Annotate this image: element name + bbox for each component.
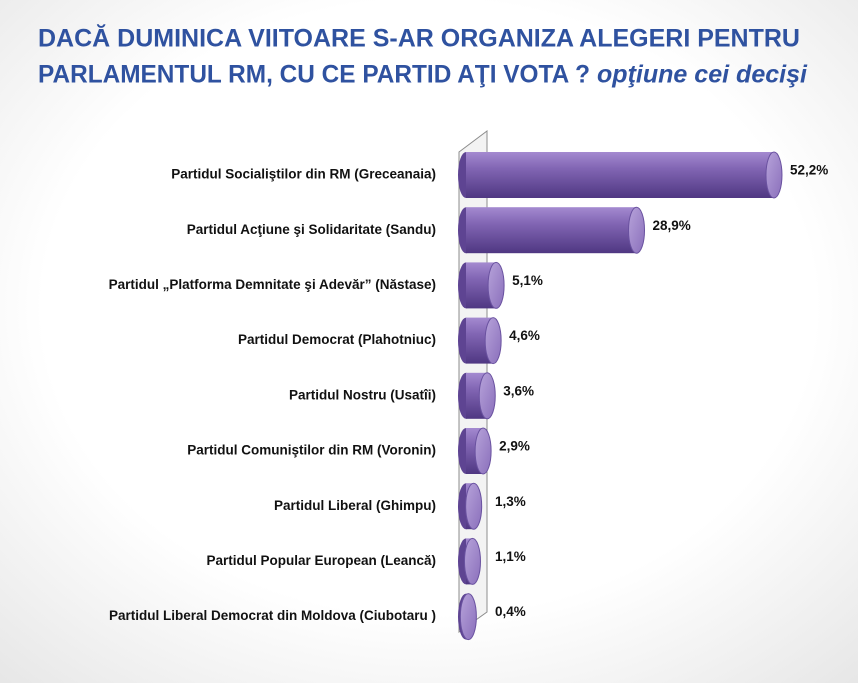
chart-title: PARLAMENTUL RM, CU CE PARTID AŢI VOTA ? [38, 61, 590, 89]
category-label: Partidul Popular European (Leancă) [206, 553, 436, 568]
chart-subtitle: opţiune cei decişi [597, 61, 808, 89]
bar [458, 151, 783, 199]
bar [458, 537, 481, 585]
value-label: 0,4% [495, 604, 526, 619]
bar-cap [484, 317, 502, 365]
bar-cap [765, 151, 783, 199]
bar [458, 261, 505, 309]
value-label: 4,6% [509, 328, 540, 343]
category-label: Partidul Liberal (Ghimpu) [274, 498, 436, 513]
bar-body [466, 207, 637, 254]
bar-cap [463, 537, 481, 585]
bar-body [466, 152, 774, 198]
category-label: Partidul Acţiune şi Solidaritate (Sandu) [187, 222, 436, 237]
bar-cap [474, 427, 492, 475]
category-label: Partidul Liberal Democrat din Moldova (C… [109, 608, 436, 623]
category-label: Partidul Comuniştilor din RM (Voronin) [187, 443, 436, 458]
value-label: 5,1% [512, 273, 543, 288]
bar-cap [465, 482, 483, 530]
chart-title: DACĂ DUMINICA VIITOARE S-AR ORGANIZA ALE… [38, 24, 800, 53]
bar [458, 317, 502, 365]
category-label: Partidul Democrat (Plahotniuc) [238, 332, 436, 347]
category-label: Partidul Socialiştilor din RM (Greceanai… [171, 167, 436, 182]
bar [458, 482, 483, 530]
value-label: 1,1% [495, 549, 526, 564]
bar-cap [478, 372, 496, 420]
category-label: Partidul Nostru (Usatîi) [289, 387, 436, 402]
value-label: 2,9% [499, 439, 530, 454]
value-label: 52,2% [790, 163, 828, 178]
bar-cap [628, 206, 646, 254]
bar [458, 427, 492, 475]
value-label: 28,9% [653, 218, 691, 233]
bar-cap [487, 261, 505, 309]
bar [458, 593, 477, 641]
bar [458, 372, 496, 420]
bar-cap [459, 593, 477, 641]
category-label: Partidul „Platforma Demnitate şi Adevăr”… [109, 277, 436, 292]
value-label: 1,3% [495, 494, 526, 509]
bar [458, 206, 646, 254]
value-label: 3,6% [503, 383, 534, 398]
